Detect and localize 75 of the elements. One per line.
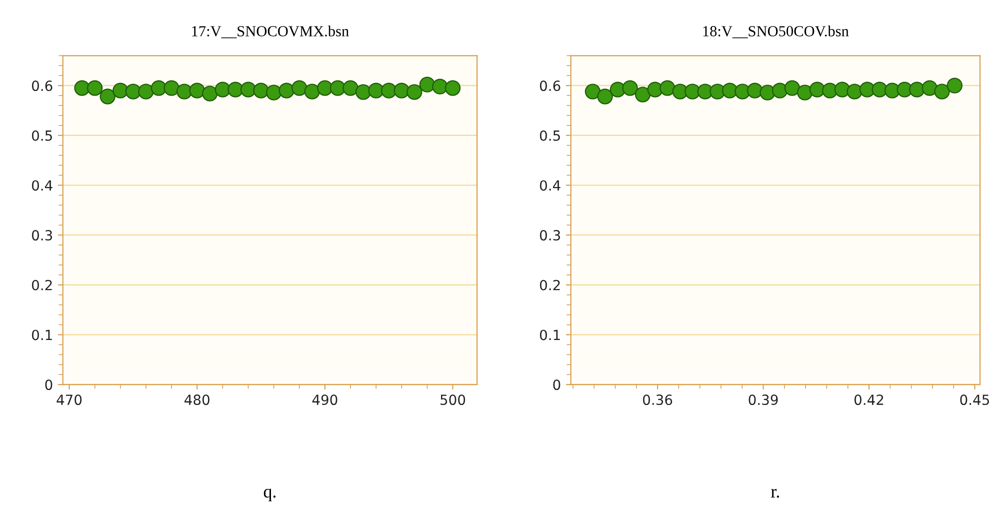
y-tick-label: 0.4: [32, 180, 52, 191]
x-tick-label: 0.45: [960, 394, 989, 406]
y-tick-label: 0.6: [32, 80, 52, 92]
point: [330, 80, 346, 96]
point: [432, 78, 448, 94]
point: [138, 84, 154, 100]
point: [872, 82, 888, 98]
point: [797, 84, 813, 100]
point: [934, 84, 950, 100]
point: [189, 82, 205, 98]
point: [597, 88, 613, 104]
y-tick-label: 0.4: [540, 180, 560, 191]
y-tick-label: 0.6: [540, 80, 560, 92]
point: [253, 82, 269, 98]
point: [228, 82, 244, 98]
y-tick-label: 0.1: [32, 330, 52, 340]
point: [266, 84, 282, 100]
point: [214, 82, 230, 98]
text: q.: [264, 488, 276, 502]
point: [746, 82, 763, 98]
point: [74, 80, 90, 96]
y-tick-label: 0: [45, 380, 52, 390]
point: [660, 80, 676, 96]
point: [342, 80, 358, 96]
point: [834, 82, 850, 98]
x-tick-label: 0.42: [854, 394, 884, 406]
y-tick-label: 0.2: [32, 280, 52, 290]
y-tick-label: 0.3: [540, 230, 560, 241]
chart-title: 17:V__SNOCOVMX.bsn: [192, 26, 349, 38]
x-tick-label: 490: [312, 394, 338, 406]
x-tick-label: 0.39: [748, 394, 778, 406]
x-tick-label: 500: [440, 394, 466, 406]
point: [125, 84, 142, 100]
point: [772, 82, 788, 98]
point: [278, 82, 294, 98]
point: [722, 82, 738, 98]
point: [150, 80, 167, 96]
y-tick-label: 0.3: [32, 230, 52, 241]
point: [292, 80, 308, 96]
point: [86, 80, 103, 96]
point: [946, 78, 962, 94]
x-tick-label: 480: [184, 394, 210, 406]
point: [368, 82, 384, 98]
point: [381, 82, 397, 98]
y-tick-label: 0.2: [540, 280, 560, 290]
point: [622, 80, 638, 96]
y-tick-label: 0.5: [540, 130, 560, 141]
y-tick-label: 0.5: [32, 130, 52, 141]
point: [317, 80, 333, 96]
point: [394, 82, 410, 98]
point: [100, 88, 116, 104]
point: [164, 80, 180, 96]
point: [444, 80, 461, 96]
point: [909, 82, 925, 98]
point: [584, 84, 601, 100]
point: [784, 80, 800, 96]
point: [304, 84, 320, 100]
point: [112, 82, 128, 98]
point: [634, 86, 651, 102]
x-tick-label: 470: [56, 394, 82, 406]
y-tick-label: 0: [553, 380, 560, 390]
point: [922, 80, 938, 96]
point: [406, 84, 422, 100]
point: [846, 84, 862, 100]
point: [355, 84, 372, 100]
chart-title: 18:V__SNO50COV.bsn: [703, 26, 849, 38]
x-tick-label: 0.36: [643, 394, 672, 406]
point: [240, 82, 256, 98]
point: [684, 84, 700, 100]
point: [419, 76, 436, 92]
y-tick-label: 0.1: [540, 330, 560, 340]
point: [202, 86, 218, 102]
text: r.: [771, 488, 780, 498]
point: [176, 84, 192, 100]
point: [809, 82, 826, 98]
